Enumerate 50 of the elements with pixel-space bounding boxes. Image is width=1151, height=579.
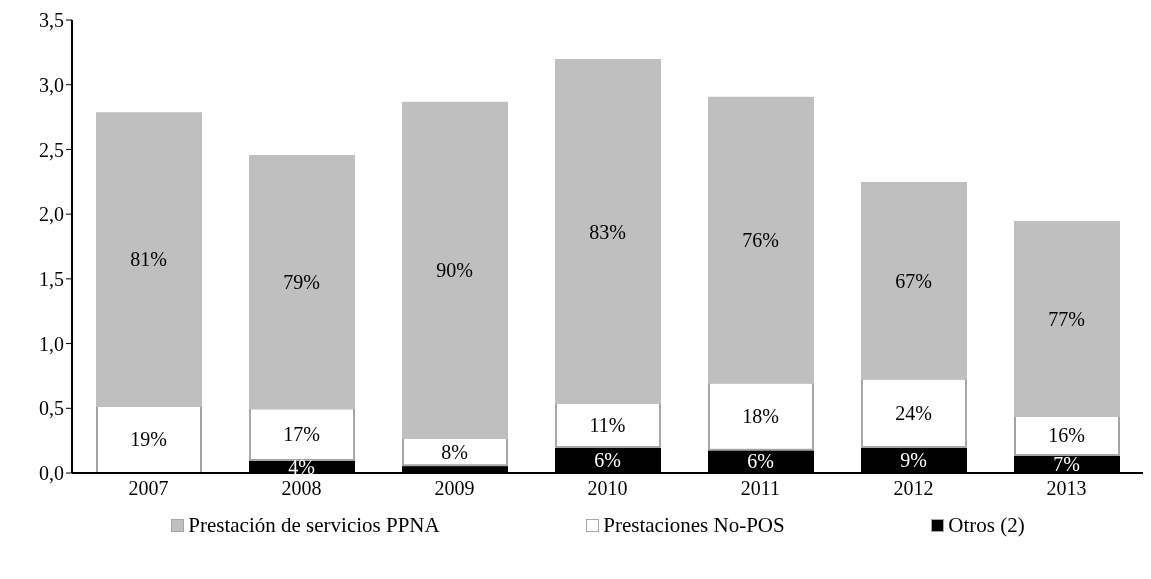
y-tick-label: 1,0 bbox=[39, 332, 64, 355]
y-tick-label: 3,5 bbox=[39, 9, 64, 32]
annotation: 6% bbox=[594, 449, 621, 472]
x-tick-label: 2009 bbox=[434, 477, 475, 500]
bar bbox=[402, 101, 508, 440]
annotation: 76% bbox=[742, 229, 779, 252]
x-tick-label: 2008 bbox=[281, 477, 322, 500]
x-tick-label: 2007 bbox=[128, 477, 169, 500]
annotation: 79% bbox=[283, 271, 320, 294]
y-tick-label: 1,5 bbox=[39, 267, 64, 290]
bar bbox=[861, 377, 967, 449]
y-tick-label: 2,0 bbox=[39, 203, 64, 226]
annotation: 16% bbox=[1048, 424, 1085, 447]
annotation: 6% bbox=[747, 450, 774, 473]
bar bbox=[1014, 220, 1120, 418]
y-tick-label: 0,0 bbox=[39, 462, 64, 485]
annotation: 77% bbox=[1048, 307, 1085, 330]
legend-label: Prestaciones No-POS bbox=[603, 513, 785, 538]
bar bbox=[249, 407, 355, 462]
y-tick-label: 0,5 bbox=[39, 397, 64, 420]
annotation: 7% bbox=[1053, 452, 1080, 475]
x-tick-label: 2013 bbox=[1046, 477, 1087, 500]
legend-label: Prestación de servicios PPNA bbox=[188, 513, 440, 538]
annotation: 11% bbox=[589, 414, 626, 437]
annotation: 83% bbox=[589, 220, 626, 243]
bar bbox=[861, 182, 967, 380]
bar bbox=[96, 404, 202, 473]
annotation: 81% bbox=[130, 248, 167, 271]
legend-label: Otros (2) bbox=[948, 513, 1025, 538]
annotation: 19% bbox=[130, 428, 167, 451]
y-tick-label: 3,0 bbox=[39, 73, 64, 96]
annotation: 8% bbox=[441, 440, 468, 463]
annotation: 9% bbox=[900, 449, 927, 472]
x-tick-label: 2010 bbox=[587, 477, 628, 500]
bar bbox=[249, 154, 355, 410]
x-tick-label: 2011 bbox=[740, 477, 781, 500]
x-tick-label: 2012 bbox=[893, 477, 934, 500]
bar bbox=[708, 381, 814, 451]
annotation: 17% bbox=[283, 423, 320, 446]
y-tick-label: 2,5 bbox=[39, 138, 64, 161]
bar bbox=[555, 402, 661, 449]
annotation: 67% bbox=[895, 269, 932, 292]
bar bbox=[96, 112, 202, 407]
bar bbox=[708, 96, 814, 384]
annotation: 24% bbox=[895, 401, 932, 424]
annotation: 18% bbox=[742, 405, 779, 428]
annotation: 90% bbox=[436, 259, 473, 282]
bar bbox=[1014, 415, 1120, 456]
bar bbox=[555, 59, 661, 405]
annotation: 4% bbox=[288, 455, 315, 478]
